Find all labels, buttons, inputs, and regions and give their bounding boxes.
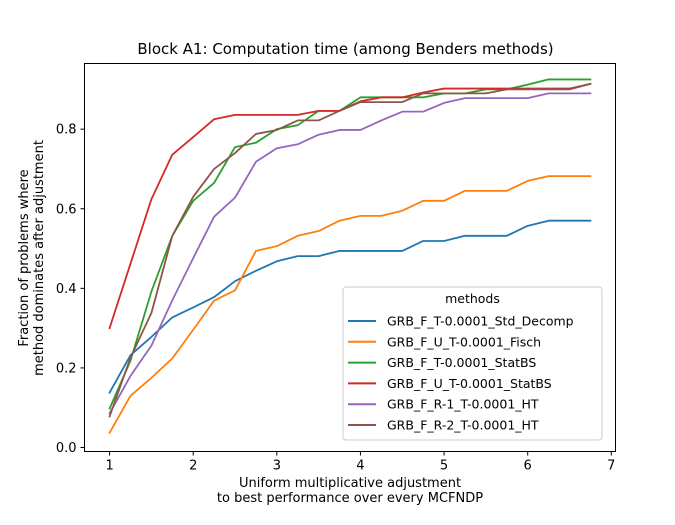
x-tick-label: 7 bbox=[607, 459, 615, 474]
legend-label: GRB_F_U_T-0.0001_Fisch bbox=[387, 334, 541, 349]
legend-title: methods bbox=[445, 291, 500, 306]
y-axis-ticks: 0.0 0.2 0.4 0.6 0.8 bbox=[56, 123, 85, 456]
plot-area bbox=[108, 78, 592, 435]
x-axis-title-line-2: to best performance over every MCFNDP bbox=[217, 491, 483, 506]
y-tick-label: 0.0 bbox=[56, 441, 77, 456]
series-line-2 bbox=[108, 175, 592, 435]
y-tick-label: 0.4 bbox=[56, 282, 77, 297]
legend-box bbox=[342, 286, 603, 441]
x-tick-label: 2 bbox=[189, 459, 197, 474]
x-tick-label: 6 bbox=[524, 459, 532, 474]
y-axis-title-line-1: Fraction of problems where bbox=[17, 169, 32, 346]
x-axis-ticks: 1 2 3 4 5 6 7 bbox=[105, 451, 615, 474]
series-line-5 bbox=[108, 92, 592, 415]
y-tick-label: 0.6 bbox=[56, 202, 77, 217]
series-line-1 bbox=[108, 219, 592, 394]
y-tick-label: 0.8 bbox=[56, 123, 77, 138]
x-axis-title-line-1: Uniform multiplicative adjustment bbox=[239, 476, 461, 491]
series-line-6 bbox=[108, 82, 592, 418]
chart-title: Block A1: Computation time (among Bender… bbox=[137, 40, 553, 58]
legend-label: GRB_F_R-2_T-0.0001_HT bbox=[387, 418, 539, 433]
legend-label: GRB_F_T-0.0001_StatBS bbox=[387, 355, 536, 370]
legend-label: GRB_F_R-1_T-0.0001_HT bbox=[387, 397, 539, 412]
x-tick-label: 4 bbox=[356, 459, 364, 474]
y-tick-label: 0.2 bbox=[56, 361, 77, 376]
legend-entries: GRB_F_T-0.0001_Std_Decomp GRB_F_U_T-0.000… bbox=[348, 314, 574, 433]
y-axis-title-line-2: method dominates after adjustment bbox=[32, 140, 47, 376]
legend: methods GRB_F_T-0.0001_Std_Decomp GRB_F_U… bbox=[342, 286, 603, 441]
x-tick-label: 1 bbox=[105, 459, 113, 474]
x-tick-label: 5 bbox=[440, 459, 448, 474]
x-tick-label: 3 bbox=[273, 459, 281, 474]
legend-label: GRB_F_U_T-0.0001_StatBS bbox=[387, 376, 552, 391]
legend-label: GRB_F_T-0.0001_Std_Decomp bbox=[387, 314, 574, 329]
axes-frame bbox=[84, 63, 616, 452]
